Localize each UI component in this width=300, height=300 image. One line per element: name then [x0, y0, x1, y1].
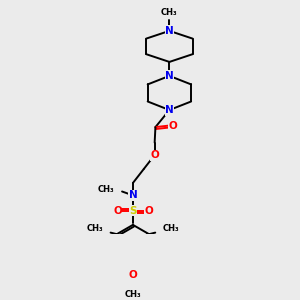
Text: O: O	[129, 269, 137, 280]
Text: O: O	[150, 150, 159, 160]
Text: O: O	[144, 206, 153, 216]
Text: CH₃: CH₃	[98, 185, 114, 194]
Text: N: N	[165, 26, 174, 36]
Text: CH₃: CH₃	[124, 290, 141, 299]
Text: CH₃: CH₃	[86, 224, 103, 233]
Text: O: O	[168, 121, 177, 130]
Text: S: S	[129, 206, 137, 216]
Text: CH₃: CH₃	[161, 8, 178, 17]
Text: N: N	[165, 71, 174, 81]
Text: O: O	[113, 206, 122, 216]
Text: N: N	[165, 105, 174, 115]
Text: CH₃: CH₃	[163, 224, 180, 233]
Text: N: N	[129, 190, 137, 200]
